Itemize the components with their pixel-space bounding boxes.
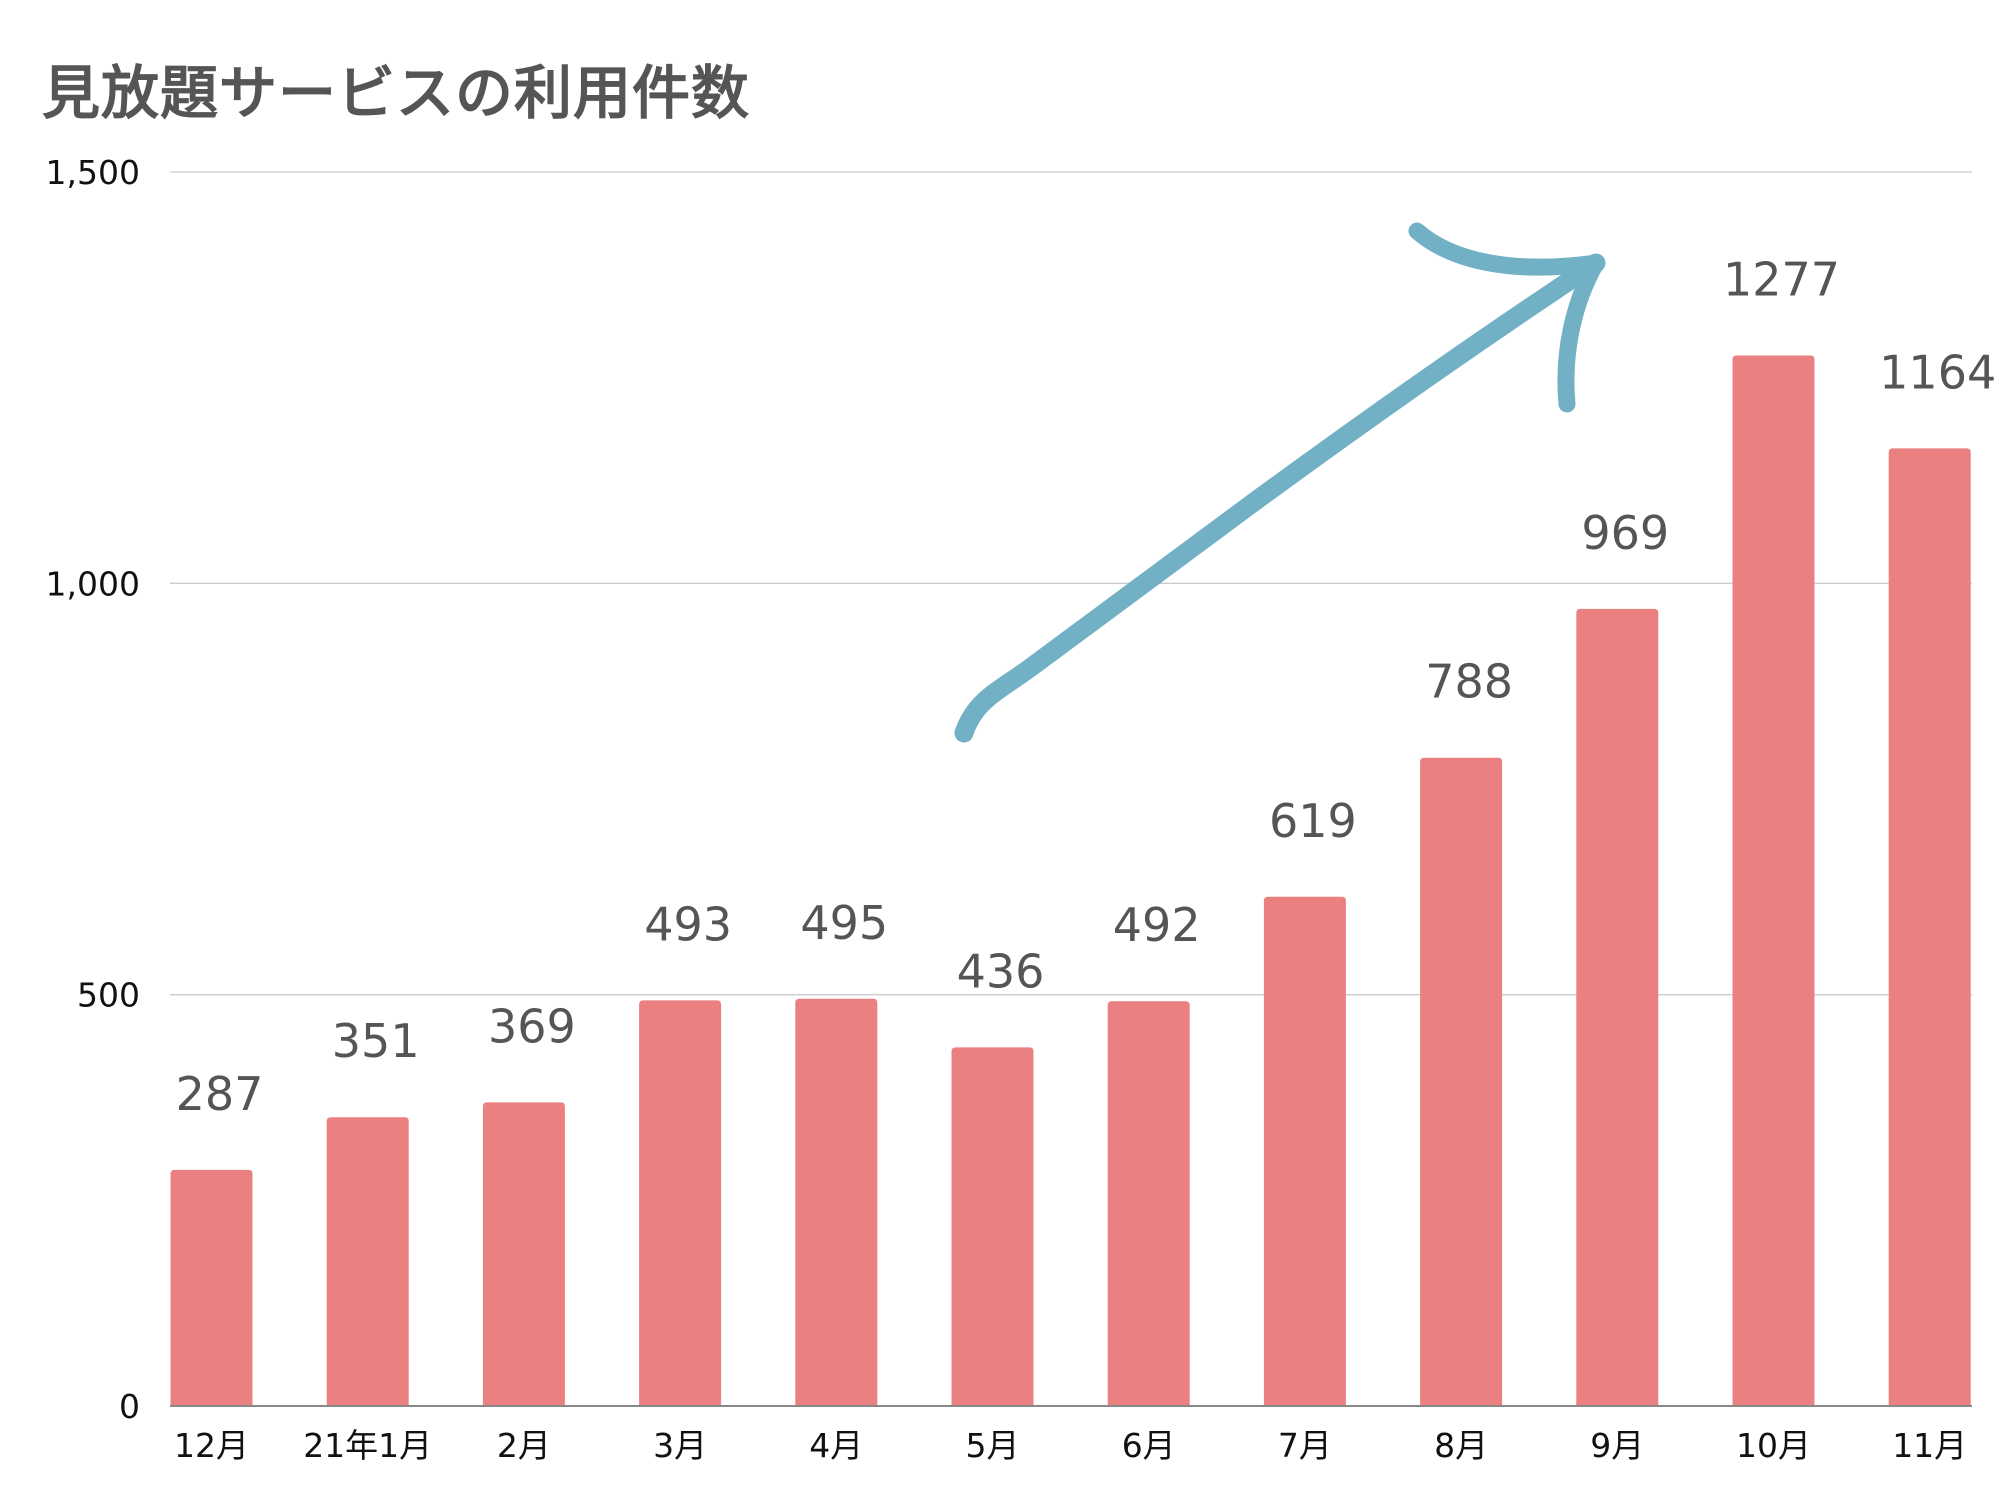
x-tick-label: 21年1月 xyxy=(303,1426,432,1465)
y-tick-label: 1,500 xyxy=(46,153,140,192)
bar xyxy=(1888,448,1971,1406)
bar xyxy=(1263,896,1346,1406)
bar xyxy=(482,1102,565,1406)
data-label: 287 xyxy=(176,1067,264,1121)
bar xyxy=(326,1117,409,1406)
bar xyxy=(639,1000,722,1406)
arrow-shaft xyxy=(954,253,1606,743)
data-label: 492 xyxy=(1113,898,1201,952)
bar xyxy=(1576,608,1659,1406)
x-tick-label: 8月 xyxy=(1434,1426,1488,1465)
data-label: 369 xyxy=(488,999,576,1053)
bar xyxy=(1420,757,1503,1406)
bar xyxy=(1732,355,1815,1406)
x-tick-label: 11月 xyxy=(1892,1426,1967,1465)
bar xyxy=(951,1047,1034,1406)
x-tick-label: 2月 xyxy=(497,1426,551,1465)
y-tick-label: 0 xyxy=(119,1387,140,1426)
x-tick-label: 12月 xyxy=(174,1426,249,1465)
arrow-head-left xyxy=(1408,222,1605,276)
data-label: 493 xyxy=(644,897,732,951)
x-tick-label: 6月 xyxy=(1122,1426,1176,1465)
arrow-head-right xyxy=(1557,254,1605,413)
x-tick-label: 9月 xyxy=(1590,1426,1644,1465)
x-tick-label: 7月 xyxy=(1278,1426,1332,1465)
data-label: 495 xyxy=(800,896,888,950)
chart-title: 見放題サービスの利用件数 xyxy=(42,59,751,127)
x-tick-label: 3月 xyxy=(653,1426,707,1465)
bar xyxy=(170,1169,253,1406)
bar xyxy=(1107,1001,1190,1406)
bar xyxy=(795,998,878,1406)
data-label: 436 xyxy=(957,944,1045,998)
data-label: 1277 xyxy=(1723,252,1840,306)
x-tick-label: 5月 xyxy=(966,1426,1020,1465)
x-tick-label: 10月 xyxy=(1736,1426,1811,1465)
data-label: 351 xyxy=(332,1014,420,1068)
y-tick-label: 1,000 xyxy=(46,564,140,603)
y-tick-label: 500 xyxy=(77,976,140,1015)
x-tick-label: 4月 xyxy=(809,1426,863,1465)
data-label: 969 xyxy=(1581,506,1669,560)
data-label: 619 xyxy=(1269,794,1357,848)
data-label: 1164 xyxy=(1879,345,1996,399)
data-label: 788 xyxy=(1425,655,1513,709)
